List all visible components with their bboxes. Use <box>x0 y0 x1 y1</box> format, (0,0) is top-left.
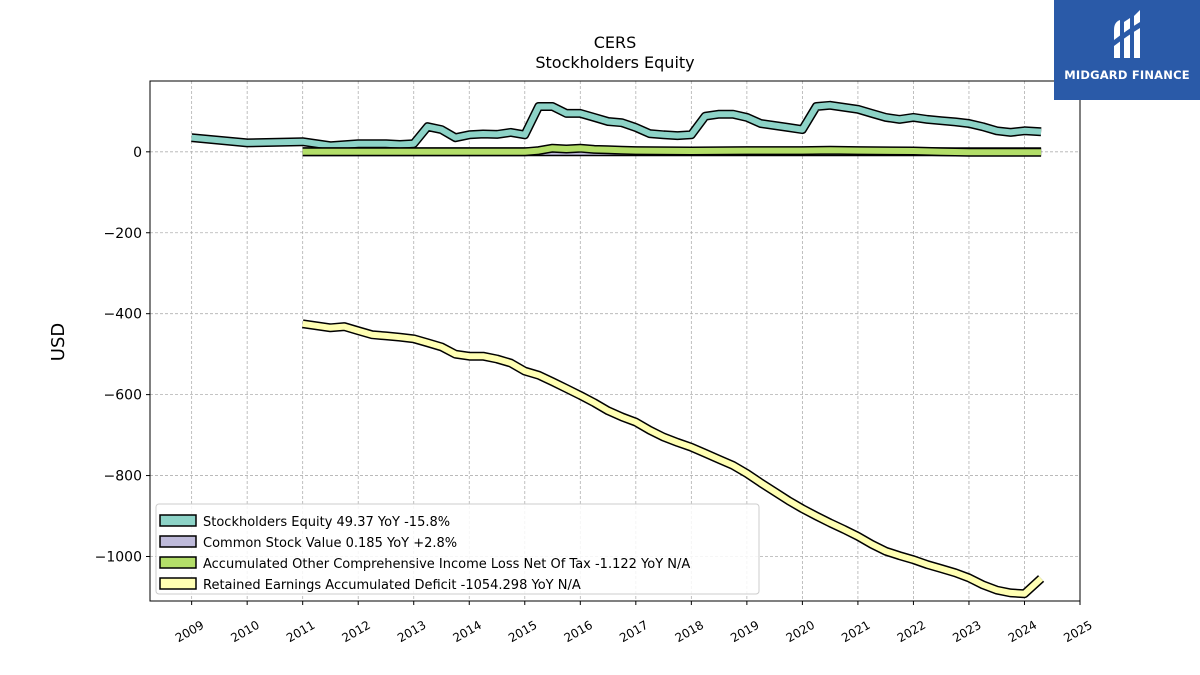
legend-swatch <box>159 514 197 527</box>
logo-mark-icon <box>1114 10 1140 58</box>
x-tick-label: 2015 <box>506 618 539 645</box>
x-tick-label: 2019 <box>728 618 761 645</box>
x-tick-label: 2025 <box>1061 618 1094 645</box>
midgard-finance-logo: MIDGARD FINANCE <box>1054 0 1200 100</box>
x-tick-label: 2010 <box>228 618 261 645</box>
x-axis-ticks: 2009 2010 2011 2012 2013 2014 2015 2016 2017 2018… <box>173 601 1095 645</box>
x-tick-label: 2024 <box>1006 618 1039 645</box>
y-tick-label: −1000 <box>95 549 142 565</box>
y-tick-label: −800 <box>104 469 142 485</box>
x-tick-label: 2023 <box>950 618 983 645</box>
plot-frame <box>149 80 1081 602</box>
x-tick-label: 2016 <box>562 618 595 645</box>
x-tick-label: 2013 <box>395 618 428 645</box>
x-tick-label: 2018 <box>673 618 706 645</box>
y-tick-label: −200 <box>104 226 142 242</box>
x-tick-label: 2022 <box>895 618 928 645</box>
series-3-line <box>302 320 1044 597</box>
x-tick-label: 2017 <box>617 618 650 645</box>
series-0-line <box>191 102 1042 149</box>
x-tick-label: 2014 <box>451 618 484 645</box>
legend-label: Common Stock Value 0.185 YoY +2.8% <box>203 536 457 551</box>
x-tick-label: 2021 <box>839 618 872 645</box>
legend-swatch <box>159 535 197 548</box>
series-2-line <box>302 145 1042 156</box>
legend-label: Accumulated Other Comprehensive Income L… <box>203 557 690 572</box>
x-tick-label: 2012 <box>339 618 372 645</box>
y-axis-label: USD <box>48 323 69 361</box>
legend: Stockholders Equity 49.37 YoY -15.8% Comm… <box>155 503 760 595</box>
legend-swatch <box>159 556 197 569</box>
y-tick-label: −400 <box>104 307 142 323</box>
y-axis-ticks: 0 −200 −400 −600 −800 −1000 <box>95 145 150 565</box>
legend-label: Stockholders Equity 49.37 YoY -15.8% <box>203 515 450 530</box>
chart-title: CERS <box>594 33 637 52</box>
x-tick-label: 2020 <box>784 618 817 645</box>
y-tick-label: 0 <box>133 145 142 161</box>
legend-swatch <box>159 577 197 590</box>
logo-text: MIDGARD FINANCE <box>1064 68 1190 82</box>
legend-label: Retained Earnings Accumulated Deficit -1… <box>203 578 581 593</box>
x-tick-label: 2011 <box>284 618 317 645</box>
x-tick-label: 2009 <box>173 618 206 645</box>
series-layer <box>191 100 1045 599</box>
chart-subtitle: Stockholders Equity <box>535 53 694 72</box>
y-tick-label: −600 <box>104 388 142 404</box>
legend-box <box>155 503 760 595</box>
